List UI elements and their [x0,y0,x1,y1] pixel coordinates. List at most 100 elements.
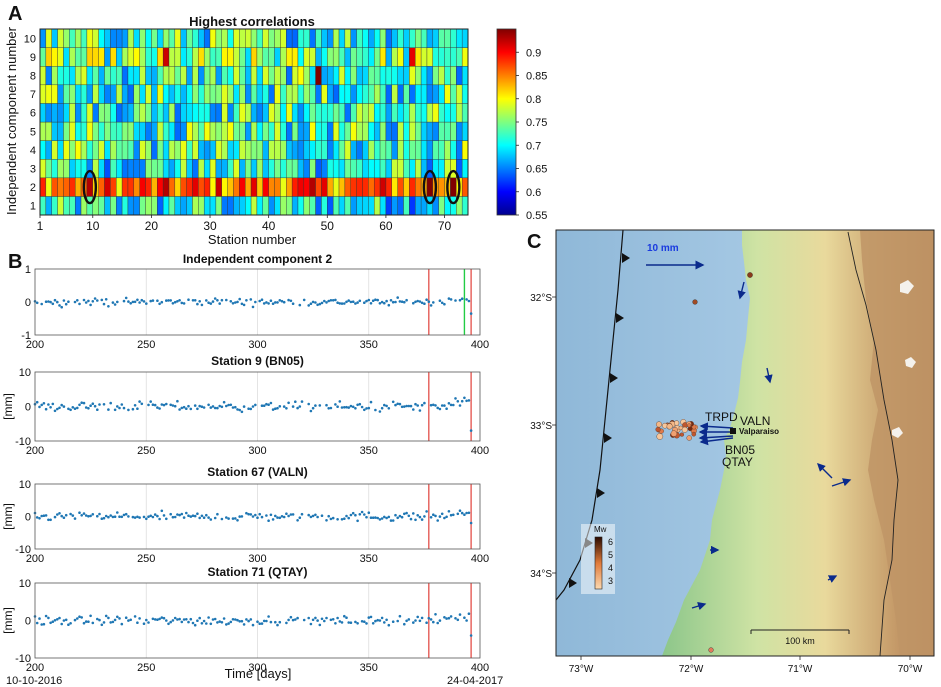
heatmap-cell [80,28,88,48]
heatmap-cell [174,47,181,67]
heatmap-cell [127,103,135,123]
heatmap-cell [74,121,82,141]
heatmap-cell [186,121,193,141]
heatmap-cell [409,65,416,86]
heatmap-cell [209,84,217,104]
timeseries-point [354,302,357,305]
heatmap-cell [198,177,205,197]
heatmap-cell [215,103,222,123]
timeseries-point [403,405,406,408]
heatmap-cell [69,103,76,123]
timeseries-point [449,403,453,407]
timeseries-point [116,405,119,408]
heatmap-cell [139,140,146,160]
timeseries-point [412,408,415,411]
timeseries-point [432,513,435,516]
timeseries-point [309,622,313,626]
timeseries-point [282,405,286,408]
earthquake-marker [686,435,692,441]
heatmap-cell [274,84,281,104]
heatmap-y-tick-label: 7 [30,89,36,101]
timeseries-x-tick-label: 350 [360,339,378,351]
timeseries-x-tick-label: 250 [137,662,155,674]
timeseries-point [142,300,146,303]
colorbar-tick-label: 0.75 [526,117,547,129]
timeseries-point [387,623,391,627]
heatmap-cell [385,140,393,160]
heatmap-cell [332,177,340,197]
timeseries-point [347,516,351,520]
timeseries-point [287,618,290,622]
heatmap-cell [368,196,375,216]
heatmap-cell [215,47,222,67]
timeseries-point [200,303,204,307]
heatmap-cell [321,84,328,104]
heatmap-cell [280,140,287,160]
heatmap-cell [104,158,111,179]
heatmap-cell [203,65,211,86]
timeseries-point [469,312,473,315]
timeseries-point [122,299,126,303]
timeseries-point [374,516,377,519]
timeseries-point [458,509,462,512]
heatmap-cell [309,65,316,86]
timeseries-point [389,299,393,302]
heatmap-cell [297,103,305,123]
heatmap-cell [180,84,187,104]
heatmap-cell [415,140,422,160]
timeseries-point [383,621,386,624]
earthquake-marker [656,433,664,440]
timeseries-point [104,298,108,301]
lon-label-73w: 73°W [569,664,594,675]
timeseries-point [202,406,206,409]
heatmap-cell [245,28,252,48]
heatmap-cell [373,103,381,123]
timeseries-point [262,619,266,623]
timeseries-point [42,514,46,517]
heatmap-cell [151,140,158,160]
heatmap-cell [98,103,105,123]
heatmap-cell [245,158,252,179]
heatmap-cell [63,196,70,216]
heatmap-cell [69,196,76,216]
heatmap-cell [438,84,445,104]
heatmap-cell [162,28,170,48]
timeseries-point [158,407,161,410]
timeseries-y-tick-label: 10 [19,479,31,491]
heatmap-cell [39,140,47,160]
heatmap-cell [121,158,129,179]
timeseries-point [138,301,141,304]
timeseries-y-tick-label: 1 [25,264,31,276]
heatmap-x-tick-label: 50 [321,219,335,233]
earthquake-north-2 [692,299,698,305]
heatmap-cell [450,47,457,67]
timeseries-point [218,302,221,305]
heatmap-cell [338,196,346,216]
timeseries-point [387,515,391,519]
timeseries-point [340,518,344,521]
timeseries-point [282,515,286,519]
timeseries-point [371,516,375,519]
heatmap-cell [356,177,363,197]
timeseries-point [378,518,382,521]
heatmap-cell [256,158,264,179]
heatmap-cell [438,140,445,160]
timeseries-point [240,302,244,306]
heatmap-cell [192,177,199,197]
heatmap-cell [162,65,170,86]
timeseries-point [291,302,295,306]
timeseries-point [287,298,290,302]
heatmap-cell [69,47,76,67]
timeseries-point [211,618,215,621]
timeseries-point [196,619,199,622]
trench-tooth [610,373,618,383]
heatmap-cell [57,65,64,86]
heatmap-cell [127,196,135,216]
heatmap-cell [92,121,99,141]
timeseries-point [349,300,353,304]
heatmap-cell [362,196,369,216]
timeseries-point [249,407,253,411]
earthquake-marker [655,426,661,433]
heatmap-cell [280,103,287,123]
heatmap-cell [274,158,281,179]
